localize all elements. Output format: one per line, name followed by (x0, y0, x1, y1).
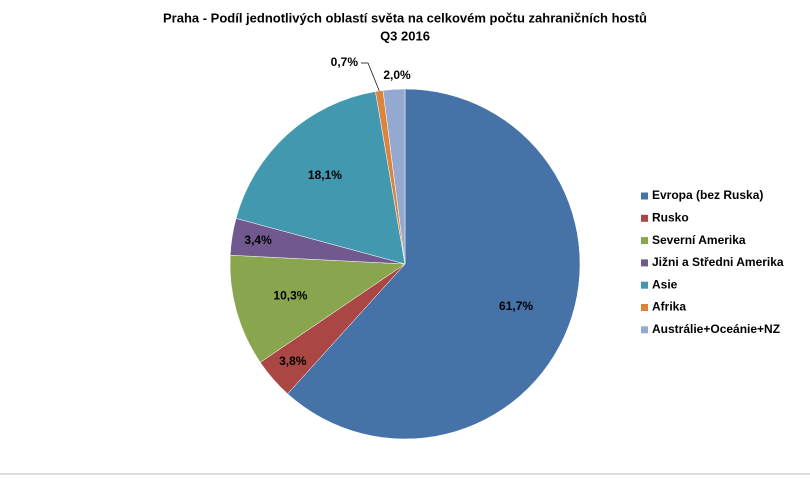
legend-swatch (641, 237, 648, 245)
legend-label: Austrálie+Oceánie+NZ (652, 322, 780, 336)
legend-label: Rusko (652, 210, 689, 224)
legend-label: Afrika (652, 300, 686, 314)
data-label: 3,4% (244, 233, 272, 247)
chart-subtitle: Q3 2016 (380, 28, 430, 43)
legend-swatch (641, 259, 648, 267)
data-label: 3,8% (279, 354, 307, 368)
pie-slice (235, 91, 406, 265)
legend-label: Severní Amerika (652, 233, 746, 247)
legend-label: Jižni a Středni Amerika (652, 255, 784, 269)
pie-slice (382, 88, 406, 265)
legend-label: Asie (652, 277, 678, 291)
pie-slice (229, 254, 406, 363)
legend-swatch (641, 326, 648, 334)
data-label: 10,3% (273, 288, 307, 302)
legend-swatch (641, 192, 648, 200)
legend-swatch (641, 304, 648, 311)
legend-swatch (641, 214, 648, 222)
data-label: 18,1% (308, 168, 342, 182)
leader-line (361, 62, 380, 92)
data-label: 61,7% (499, 299, 533, 313)
data-label: 2,0% (383, 68, 411, 82)
legend-swatch (641, 281, 648, 289)
pie-slice (287, 88, 581, 440)
chart-title: Praha - Podíl jednotlivých oblastí světa… (163, 10, 647, 25)
legend-label: Evropa (bez Ruska) (652, 188, 763, 202)
data-label: 0,7% (331, 55, 359, 69)
